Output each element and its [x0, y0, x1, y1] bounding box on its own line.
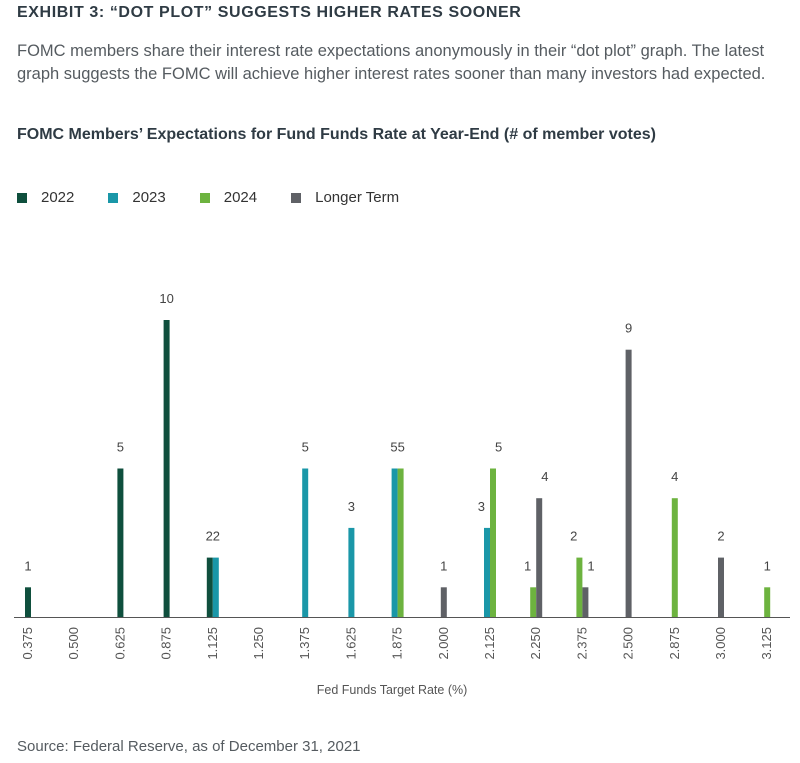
x-tick-label: 1.125	[205, 627, 220, 660]
x-tick-label: 0.500	[66, 627, 81, 660]
bar-longer-term-2.250	[536, 498, 543, 617]
exhibit-title: EXHIBIT 3: “DOT PLOT” SUGGESTS HIGHER RA…	[17, 4, 522, 21]
data-label: 1	[440, 558, 447, 573]
chart-title: FOMC Members’ Expectations for Fund Fund…	[17, 126, 656, 143]
data-label: 3	[348, 499, 355, 514]
bar-2023-2.125	[484, 527, 490, 617]
x-tick-label: 1.875	[390, 627, 405, 660]
bar-2023-1.375	[302, 468, 309, 617]
legend-swatch	[17, 192, 27, 203]
data-label: 1	[587, 558, 594, 573]
data-label: 4	[671, 469, 678, 484]
legend-label: 2024	[223, 189, 258, 206]
data-label: 5	[302, 440, 309, 455]
bar-2023-1.875	[391, 468, 398, 617]
legend-item-2024: 2024	[199, 189, 258, 206]
bar-longer-term-2.000	[440, 587, 447, 617]
bar-2024-1.875	[397, 468, 404, 617]
data-label: 1	[24, 558, 31, 573]
bar-2024-2.375	[576, 557, 583, 617]
legend-label: 2023	[132, 189, 166, 206]
data-label: 22	[206, 529, 220, 544]
data-label: 55	[390, 440, 404, 455]
x-tick-label: 1.250	[251, 627, 266, 660]
bar-longer-term-2.500	[625, 349, 632, 617]
x-tick-label: 0.625	[112, 627, 127, 660]
legend-swatch	[199, 192, 210, 203]
legend-item-2023: 2023	[108, 189, 166, 206]
legend-label: Longer Term	[315, 189, 400, 206]
bar-longer-term-2.375	[582, 587, 589, 617]
data-label: 1	[524, 558, 531, 573]
x-tick-label: 2.125	[482, 627, 497, 660]
data-label: 9	[625, 321, 632, 336]
x-tick-label: 1.625	[343, 627, 358, 660]
x-tick-label: 0.875	[159, 627, 174, 660]
legend-item-2022: 2022	[17, 189, 74, 206]
bar-2024-3.125	[764, 587, 771, 617]
bar-2023-1.625	[348, 527, 355, 617]
data-label: 5	[495, 440, 502, 455]
data-label: 5	[117, 440, 124, 455]
x-tick-label: 1.375	[297, 627, 312, 660]
bar-2022-0.375	[25, 587, 31, 617]
legend-label: 2022	[41, 189, 75, 206]
x-tick-label: 2.375	[574, 627, 589, 660]
data-label: 3	[478, 499, 485, 514]
x-tick-label: 2.250	[528, 627, 543, 660]
intro-paragraph: FOMC members share their interest rate e…	[17, 42, 766, 83]
x-tick-label: 0.375	[20, 627, 35, 660]
legend-swatch	[108, 192, 119, 203]
source-note: Source: Federal Reserve, as of December …	[17, 738, 361, 755]
legend-item-longer-term: Longer Term	[291, 189, 399, 206]
bar-2022-0.875	[163, 320, 170, 617]
x-axis-label: Fed Funds Target Rate (%)	[317, 683, 468, 697]
x-tick-label: 2.000	[436, 627, 451, 660]
bar-2024-2.250	[530, 587, 537, 617]
x-tick-label: 3.125	[759, 627, 774, 660]
x-tick-label: 2.500	[621, 627, 636, 660]
data-label: 4	[541, 469, 548, 484]
bar-2022-0.625	[117, 468, 124, 617]
chart-legend: 2022 2023 2024 Longer Term	[17, 189, 433, 206]
data-label: 2	[570, 529, 577, 544]
bar-2024-2.125	[490, 468, 496, 617]
data-label: 10	[159, 291, 173, 306]
bar-2022-1.125	[206, 557, 213, 617]
bar-2023-1.125	[212, 557, 219, 617]
bar-longer-term-3.000	[718, 557, 724, 617]
x-tick-label: 3.000	[713, 627, 728, 660]
bar-2024-2.875	[671, 498, 678, 617]
data-label: 2	[717, 529, 724, 544]
legend-swatch	[291, 192, 302, 203]
x-tick-label: 2.875	[667, 627, 682, 660]
data-label: 1	[764, 558, 771, 573]
